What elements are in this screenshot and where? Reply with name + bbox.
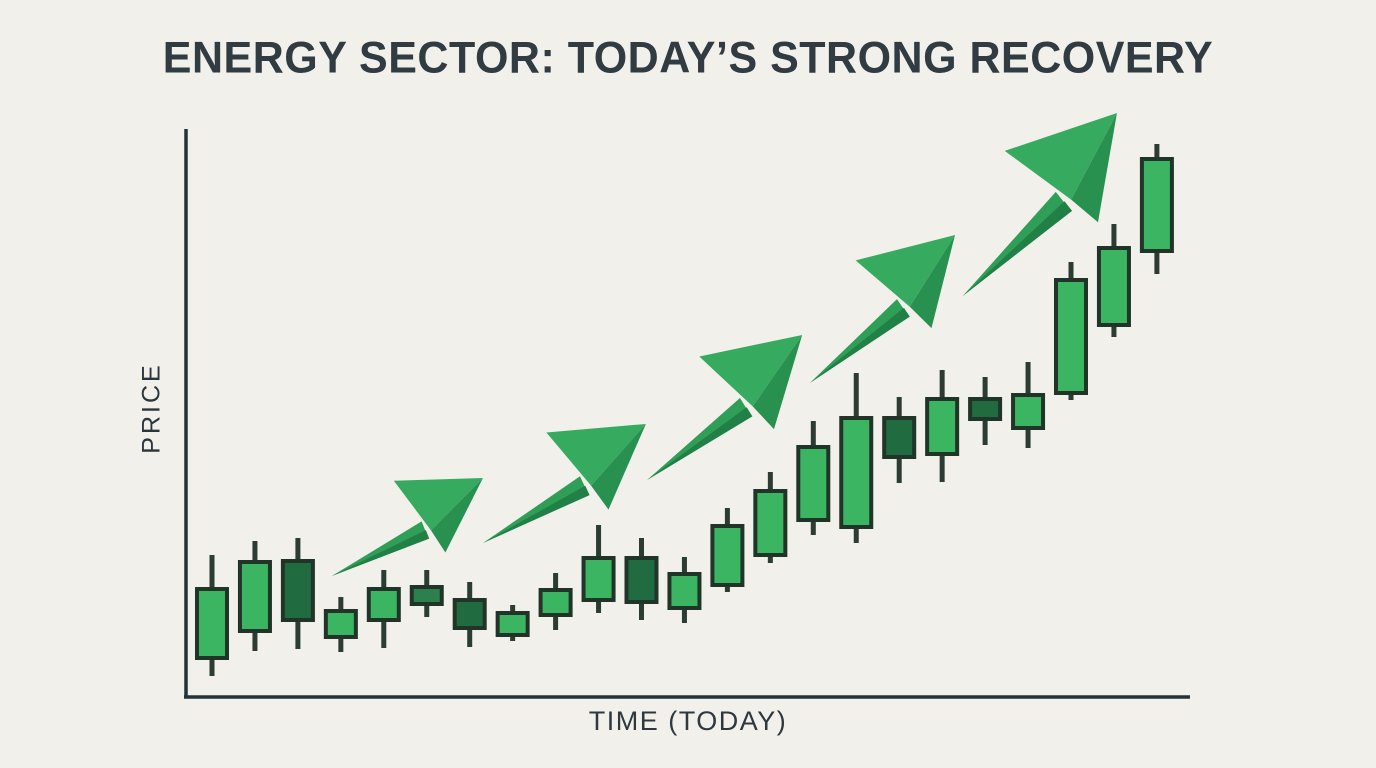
- candle-15-body: [796, 445, 831, 522]
- candle-2-body: [237, 560, 272, 633]
- candle-12-body: [667, 572, 702, 610]
- candle-19-body: [968, 397, 1003, 421]
- page-title: ENERGY SECTOR: TODAY’S STRONG RECOVERY: [162, 33, 1214, 83]
- candle-16-body: [839, 416, 874, 529]
- candle-8-body: [495, 611, 530, 637]
- candle-17-body: [882, 416, 917, 459]
- candle-4-body: [323, 609, 358, 639]
- candle-18-body: [925, 397, 960, 456]
- candle-22-body: [1096, 246, 1131, 327]
- candle-14-body: [753, 489, 788, 557]
- candle-13-body: [710, 524, 745, 587]
- trend-arrow-3-icon: [647, 334, 803, 480]
- y-axis-label: PRICE: [137, 362, 166, 454]
- candle-20-body: [1011, 393, 1046, 430]
- candle-3-body: [280, 559, 315, 622]
- candle-23-body: [1139, 157, 1174, 253]
- candle-7-body: [452, 598, 487, 630]
- candle-5-body: [366, 587, 401, 622]
- candle-1-body: [195, 587, 229, 660]
- trend-arrow-5-icon: [962, 113, 1117, 296]
- trend-arrow-1-icon: [331, 478, 483, 576]
- candle-11-body: [624, 556, 659, 604]
- trend-arrow-4-icon: [809, 235, 956, 383]
- candle-9-body: [538, 588, 573, 617]
- trend-arrow-2-icon: [483, 423, 646, 543]
- candle-21-body: [1054, 278, 1088, 395]
- candle-10-body: [581, 556, 616, 602]
- candle-6-body: [409, 585, 444, 606]
- x-axis-label: TIME (TODAY): [588, 706, 788, 736]
